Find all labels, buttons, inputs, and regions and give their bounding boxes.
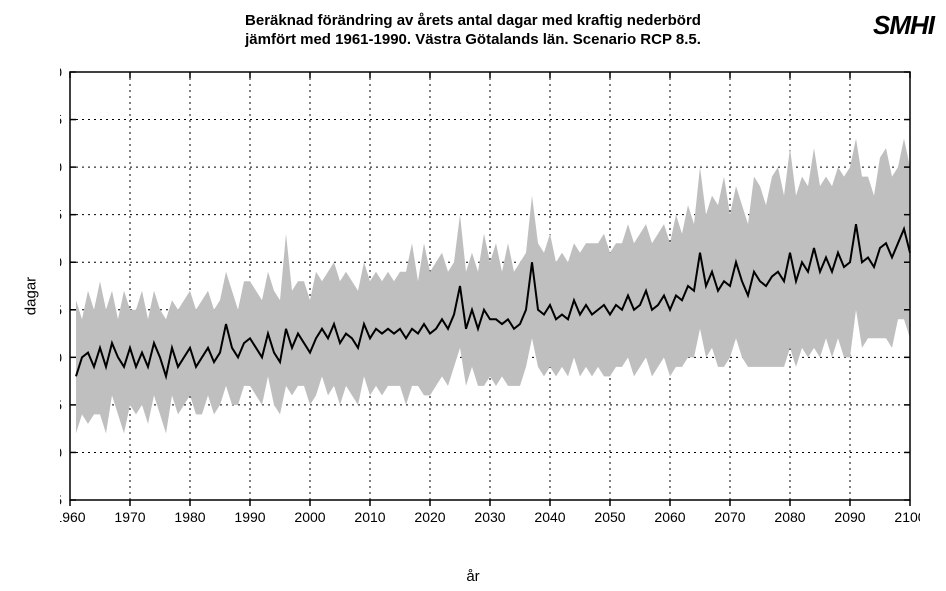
- svg-text:2060: 2060: [654, 509, 685, 525]
- chart-svg: 1960197019801990200020102020203020402050…: [60, 62, 920, 532]
- svg-text:0: 0: [60, 349, 62, 365]
- svg-text:2010: 2010: [354, 509, 385, 525]
- chart-title-line2: jämfört med 1961-1990. Västra Götalands …: [245, 31, 701, 48]
- svg-text:30: 30: [60, 64, 62, 80]
- svg-text:2070: 2070: [714, 509, 745, 525]
- x-axis-label: år: [0, 568, 946, 585]
- svg-text:-15: -15: [60, 492, 62, 508]
- svg-text:2040: 2040: [534, 509, 565, 525]
- chart-title: Beräknad förändring av årets antal dagar…: [0, 12, 946, 50]
- chart-area: 1960197019801990200020102020203020402050…: [60, 62, 920, 532]
- y-axis-label: dagar: [23, 276, 40, 314]
- svg-text:2080: 2080: [774, 509, 805, 525]
- svg-text:20: 20: [60, 159, 62, 175]
- svg-text:10: 10: [60, 254, 62, 270]
- svg-text:2030: 2030: [474, 509, 505, 525]
- svg-text:1980: 1980: [174, 509, 205, 525]
- svg-text:15: 15: [60, 207, 62, 223]
- svg-text:1960: 1960: [60, 509, 86, 525]
- svg-text:-5: -5: [60, 397, 62, 413]
- svg-text:25: 25: [60, 112, 62, 128]
- svg-text:2090: 2090: [834, 509, 865, 525]
- svg-text:5: 5: [60, 302, 62, 318]
- svg-text:1970: 1970: [114, 509, 145, 525]
- svg-text:2100: 2100: [894, 509, 920, 525]
- svg-text:2000: 2000: [294, 509, 325, 525]
- chart-title-line1: Beräknad förändring av årets antal dagar…: [245, 12, 701, 29]
- svg-text:2020: 2020: [414, 509, 445, 525]
- svg-text:-10: -10: [60, 444, 62, 460]
- svg-text:2050: 2050: [594, 509, 625, 525]
- svg-text:1990: 1990: [234, 509, 265, 525]
